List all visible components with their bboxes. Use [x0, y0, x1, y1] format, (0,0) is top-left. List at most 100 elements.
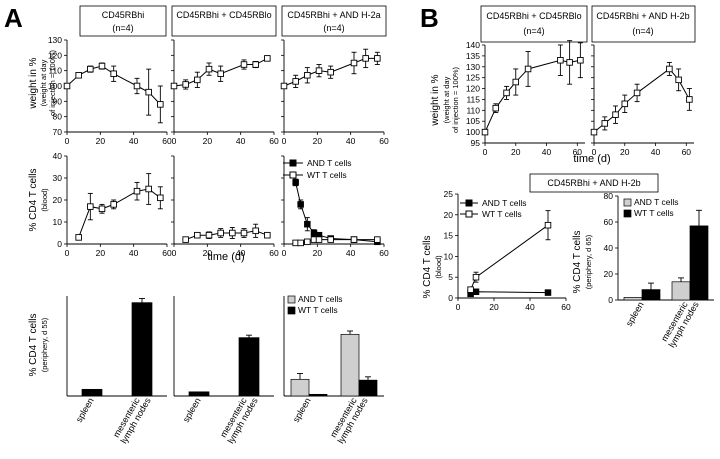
data-point	[362, 55, 369, 62]
y-tick-label: 20	[604, 269, 614, 279]
data-point	[240, 61, 248, 68]
x-tick-label: 60	[269, 136, 279, 146]
data-point	[374, 55, 381, 62]
x-tick-label: 20	[489, 302, 499, 312]
legend-b-line-and-label: AND T cells	[482, 198, 527, 208]
ylabel-b-weight: weight in %	[430, 74, 441, 126]
data-point	[304, 72, 311, 79]
x-tick-label: 0	[65, 136, 70, 146]
y-tick-label: 105	[466, 116, 480, 126]
data-point	[557, 56, 564, 64]
legend-a-line-and-marker	[289, 159, 297, 167]
y-tick-label: 20	[444, 210, 454, 220]
data-point	[252, 61, 259, 68]
data-point	[621, 100, 629, 108]
ylabel-b-weight-sub1: (weight at day	[442, 76, 451, 123]
bar	[623, 297, 643, 301]
ylabel-b-periph: % CD4 T cells	[572, 231, 583, 294]
data-point	[675, 76, 682, 84]
x-tick-label: 40	[525, 302, 535, 312]
legend-a-line-and-label: AND T cells	[307, 158, 352, 168]
bar	[238, 337, 260, 397]
data-point	[327, 68, 334, 76]
x-tick-label: 20	[313, 136, 323, 146]
title-box-a1	[79, 5, 167, 37]
title-a2: CD45RBhi + CD45RBlo	[176, 10, 271, 20]
data-point	[601, 120, 609, 127]
x-tick-label: 60	[162, 136, 172, 146]
chart-A_weight_1: 0 20 40 60 70 80 90 100 110 120 130	[48, 35, 172, 146]
data-point	[280, 82, 288, 90]
y-tick-label: 40	[604, 243, 614, 253]
data-point	[182, 81, 189, 88]
title-box-b1	[480, 5, 588, 43]
data-point	[229, 229, 236, 237]
ylabel-a-weight-sub2: of injection = 100%)	[48, 49, 57, 116]
data-point	[205, 65, 213, 73]
ylabel-a-weight-sub1: (weight at day	[39, 59, 48, 106]
legend-b-bar-and-swatch	[623, 198, 632, 207]
chart-A_cd4_3: 0 20 40 60	[281, 155, 389, 258]
bar	[689, 225, 709, 301]
x-tick-label: 20	[203, 136, 213, 146]
y-tick-label: 15	[444, 231, 454, 241]
data-point	[217, 229, 224, 237]
y-tick-label: 20	[53, 195, 63, 205]
data-point	[544, 221, 552, 229]
legend-a-bar-wt-swatch	[287, 306, 296, 315]
x-tick-label: 60	[682, 147, 692, 157]
x-tick-label: 40	[346, 248, 356, 258]
x-tick-label: 40	[346, 136, 356, 146]
category-label: spleen	[291, 396, 313, 424]
y-tick-label: 60	[604, 217, 614, 227]
data-point	[315, 67, 323, 74]
category-label: spleen	[74, 396, 96, 424]
data-point	[98, 205, 106, 213]
data-point	[481, 128, 489, 136]
y-tick-label: 130	[48, 35, 62, 45]
x-tick-label: 60	[561, 302, 571, 312]
category-label: spleen	[181, 396, 203, 424]
data-point	[666, 65, 673, 73]
xlabel-a-time: time (d)	[207, 251, 244, 263]
xlabel-b-time: time (d)	[573, 153, 610, 165]
y-tick-label: 115	[466, 94, 480, 104]
ylabel-b-weight-sub2: of injection = 100%)	[451, 66, 460, 133]
x-tick-label: 0	[592, 147, 597, 157]
data-point	[633, 89, 641, 97]
y-tick-label: 95	[471, 138, 481, 148]
y-tick-label: 140	[466, 40, 480, 50]
category-label: spleen	[624, 300, 646, 328]
ylabel-a-periph: % CD4 T cells	[28, 314, 39, 377]
y-tick-label: 80	[604, 191, 614, 201]
y-tick-label: 80	[53, 112, 63, 122]
x-tick-label: 20	[203, 248, 213, 258]
bar	[641, 289, 661, 301]
data-point	[240, 229, 248, 237]
x-tick-label: 60	[379, 136, 389, 146]
title-a3-n: (n=4)	[323, 23, 344, 33]
data-point	[292, 179, 299, 186]
data-point	[110, 201, 117, 208]
bar	[340, 333, 360, 397]
legend-a-bar-and-label: AND T cells	[298, 294, 343, 304]
series-line	[593, 68, 690, 133]
bar	[290, 378, 310, 397]
data-point	[145, 88, 152, 96]
data-point	[304, 220, 311, 228]
series-line	[470, 224, 549, 290]
x-tick-label: 0	[456, 302, 461, 312]
title-box-b2	[591, 5, 696, 43]
x-tick-label: 0	[172, 136, 177, 146]
x-tick-label: 40	[542, 147, 552, 157]
data-point	[297, 201, 304, 208]
chart-A_cd4_1: 0 20 40 60 0 10 20 30 40	[53, 151, 172, 258]
legend-a-bar-and-swatch	[287, 295, 296, 304]
data-point	[492, 104, 500, 112]
ylabel-a-cd4: % CD4 T cells	[28, 169, 39, 232]
panel-label-a: A	[4, 3, 23, 33]
